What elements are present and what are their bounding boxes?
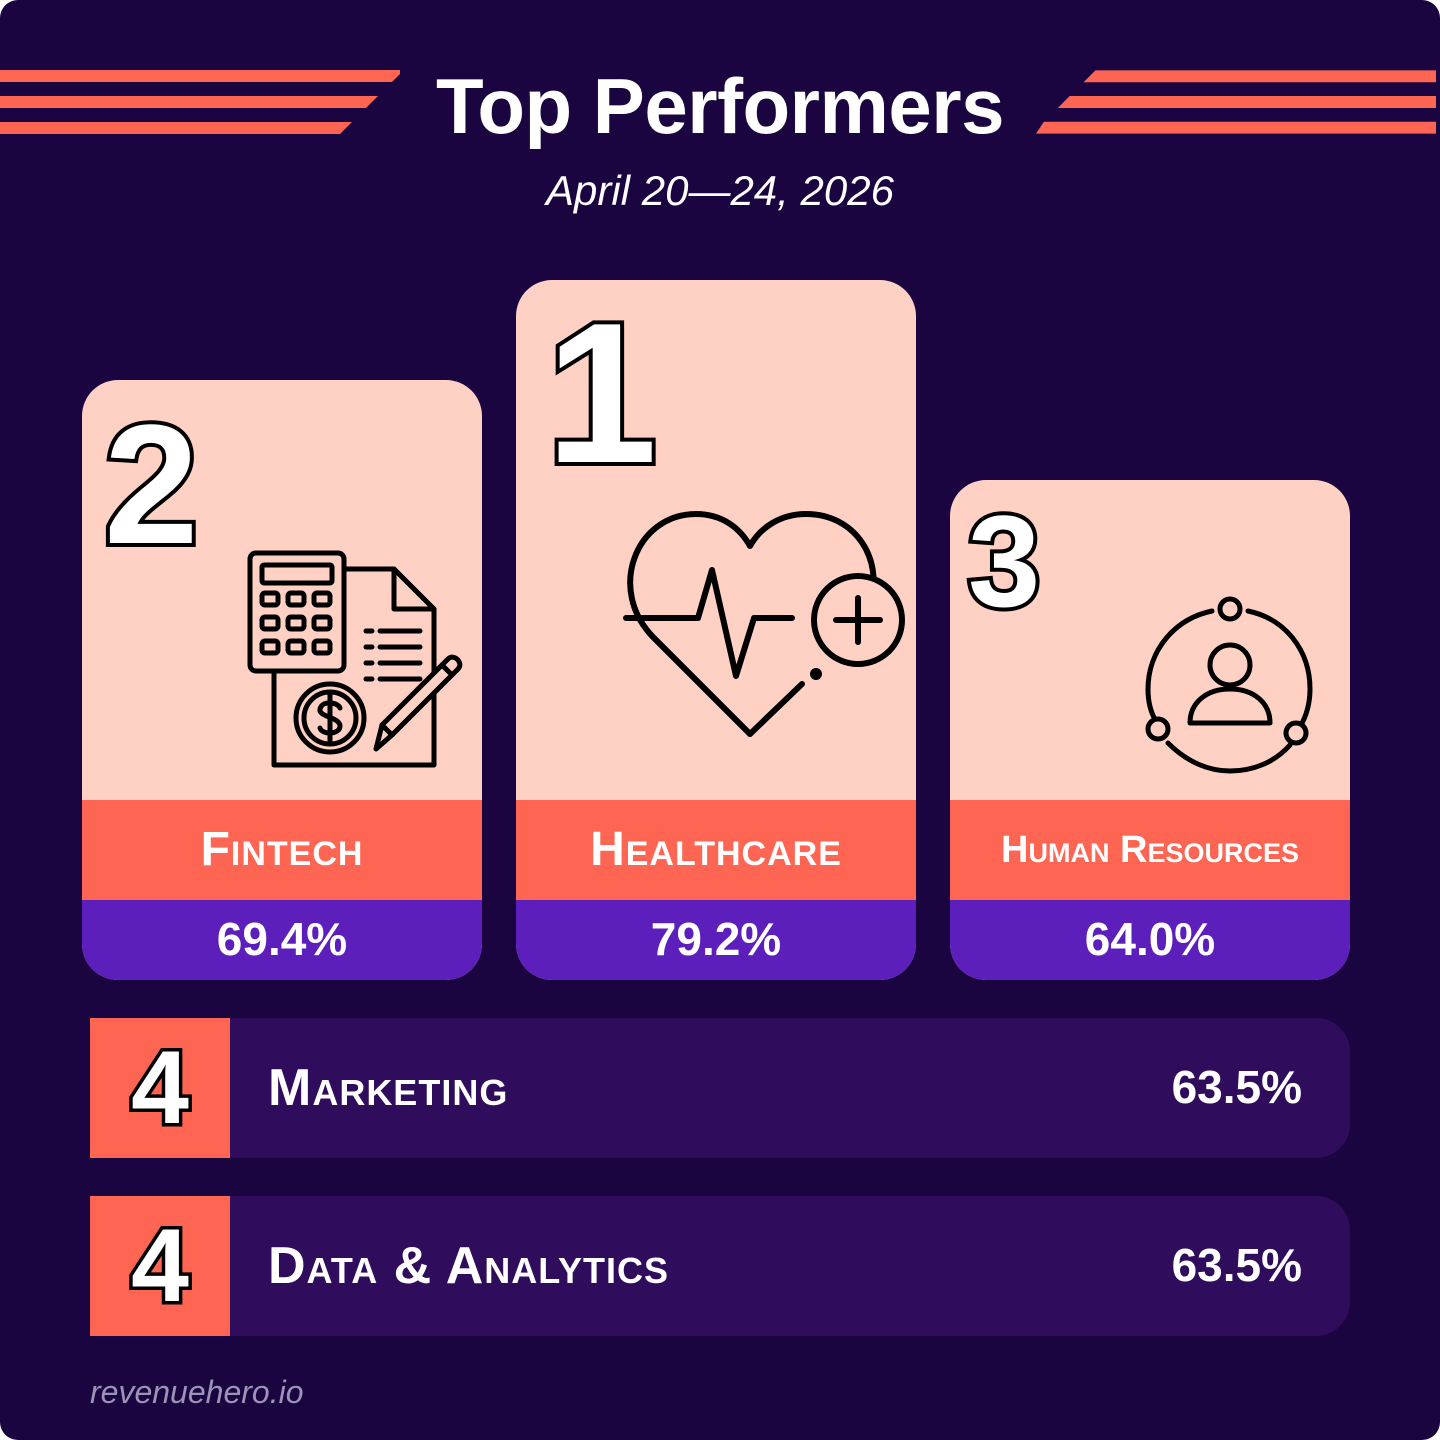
category-label: Marketing: [268, 1059, 509, 1117]
rank-number: 3: [964, 488, 1044, 634]
category-label: Healthcare: [516, 800, 916, 900]
category-value: 69.4%: [82, 900, 482, 980]
left-stripes-decoration: [0, 70, 400, 134]
category-value: 64.0%: [950, 900, 1350, 980]
date-range: April 20—24, 2026: [546, 167, 894, 214]
category-value: 63.5%: [1171, 1061, 1302, 1113]
rank-number: 4: [128, 1027, 193, 1150]
ranking-row-data-analytics: 4 Data & Analytics 63.5%: [90, 1196, 1350, 1336]
user-network-icon: [1140, 595, 1320, 780]
podium-card-fintech: 2: [82, 380, 482, 980]
calculator-invoice-icon: [242, 545, 472, 780]
rank-badge: 4: [90, 1018, 230, 1158]
rank-number: 1: [542, 282, 661, 505]
category-label: Data & Analytics: [268, 1237, 669, 1295]
category-value: 79.2%: [516, 900, 916, 980]
ranking-row-marketing: 4 Marketing 63.5%: [90, 1018, 1350, 1158]
category-label: Fintech: [82, 800, 482, 900]
page-title: Top Performers: [435, 62, 1005, 150]
right-stripes-decoration: [1036, 70, 1436, 134]
category-label: Human Resources: [950, 800, 1350, 900]
podium-card-healthcare: 1 Healthcare 79.2%: [516, 280, 916, 980]
category-value: 63.5%: [1171, 1239, 1302, 1291]
rank-number: 4: [128, 1205, 193, 1328]
heart-pulse-plus-icon: [616, 500, 916, 755]
footer-site-link[interactable]: revenuehero.io: [90, 1374, 304, 1410]
podium-card-human-resources: 3 Human Resources 64.0%: [950, 480, 1350, 980]
rank-number: 2: [100, 390, 203, 580]
rank-badge: 4: [90, 1196, 230, 1336]
